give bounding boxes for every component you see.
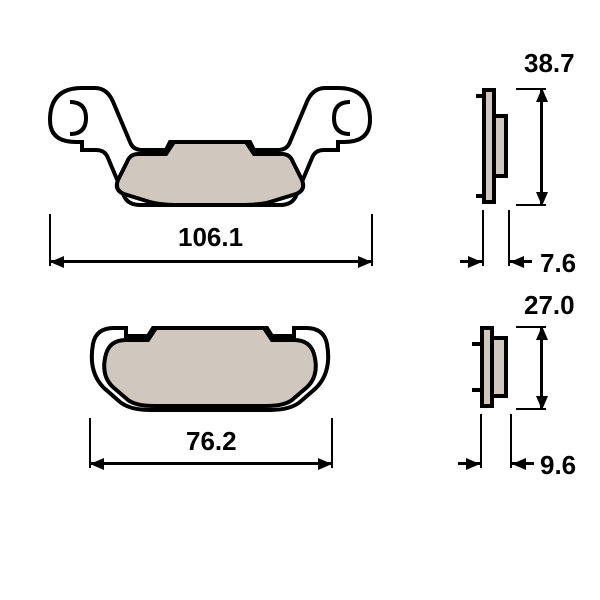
pad2-height-arrow-up [536, 326, 548, 340]
pad1-width-arrow-r [358, 256, 372, 268]
pad2-height-arrow-down [536, 396, 548, 410]
pad1-front-view [40, 80, 380, 210]
pad2-thick-label: 9.6 [540, 450, 576, 481]
pad2-thick-arrow-l [466, 458, 480, 470]
pad2-thick-ext-l [480, 414, 482, 468]
pad2-width-arrow-r [318, 458, 332, 470]
pad1-side-view [472, 86, 512, 206]
technical-drawing-canvas: 38.7 106.1 7.6 27.0 76.2 9.6 [0, 0, 600, 600]
pad1-height-arrow-up [536, 88, 548, 102]
pad2-height-label: 27.0 [524, 290, 575, 321]
pad1-thick-label: 7.6 [540, 248, 576, 279]
pad2-width-label: 76.2 [186, 426, 237, 457]
pad1-thick-arrow-r [510, 256, 524, 268]
pad1-thick-arrow-l [468, 256, 482, 268]
pad2-front-view [86, 320, 334, 414]
pad1-width-label: 106.1 [178, 222, 243, 253]
pad2-thick-arrow-r [512, 458, 526, 470]
pad2-side-view [468, 324, 512, 410]
pad1-width-line [50, 260, 372, 263]
pad1-height-arrow-down [536, 192, 548, 206]
pad1-thick-ext-l [482, 210, 484, 266]
pad2-width-arrow-l [90, 458, 104, 470]
pad2-width-line [90, 462, 332, 465]
pad1-width-arrow-l [50, 256, 64, 268]
pad1-height-line [540, 88, 543, 206]
pad1-height-label: 38.7 [524, 48, 575, 79]
